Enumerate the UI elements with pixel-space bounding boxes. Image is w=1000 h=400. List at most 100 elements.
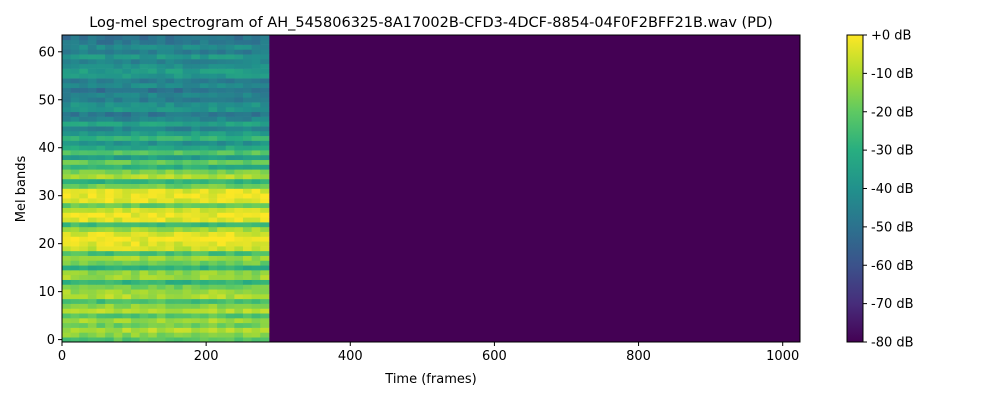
heatmap-cell <box>62 150 72 156</box>
heatmap-cell <box>199 97 210 103</box>
heatmap-cell <box>156 289 166 295</box>
heatmap-cell <box>70 332 80 338</box>
heatmap-cell <box>174 265 184 271</box>
heatmap-cell <box>242 198 253 204</box>
heatmap-cell <box>225 63 235 69</box>
heatmap-cell <box>199 284 210 290</box>
heatmap-cell <box>130 102 141 108</box>
heatmap-cell <box>96 255 106 261</box>
heatmap-cell <box>251 270 261 276</box>
heatmap-cell <box>79 150 89 156</box>
heatmap-cell <box>130 97 141 103</box>
heatmap-cell <box>62 49 72 55</box>
heatmap-cell <box>113 49 123 55</box>
heatmap-cell <box>217 279 227 285</box>
heatmap-cell <box>156 135 166 141</box>
heatmap-cell <box>242 68 253 74</box>
heatmap-cell <box>139 178 149 185</box>
heatmap-cell <box>199 126 210 132</box>
heatmap-cell <box>260 87 270 93</box>
heatmap-cell <box>130 35 141 41</box>
heatmap-cell <box>234 102 244 108</box>
heatmap-cell <box>96 35 106 41</box>
heatmap-cell <box>148 265 158 271</box>
heatmap-cell <box>165 193 175 199</box>
heatmap-cell <box>234 217 244 223</box>
heatmap-cell <box>122 260 132 266</box>
heatmap-cell <box>191 68 201 74</box>
heatmap-cell <box>87 226 97 232</box>
heatmap-cell <box>208 159 218 165</box>
heatmap-cell <box>139 298 149 304</box>
heatmap-cell <box>260 82 270 89</box>
heatmap-cell <box>234 241 244 247</box>
heatmap-cell <box>191 54 201 60</box>
heatmap-cell <box>96 58 106 65</box>
heatmap-cell <box>156 87 166 93</box>
heatmap-cell <box>79 217 89 223</box>
heatmap-cell <box>199 322 210 328</box>
heatmap-cell <box>105 145 115 151</box>
heatmap-cell <box>251 284 261 290</box>
heatmap-cell <box>70 121 80 127</box>
heatmap-cell <box>217 92 227 98</box>
heatmap-cell <box>87 73 97 79</box>
heatmap-cell <box>174 130 184 137</box>
heatmap-cell <box>79 58 89 65</box>
heatmap-cell <box>182 73 192 79</box>
heatmap-cell <box>62 212 72 218</box>
heatmap-cell <box>182 82 192 89</box>
heatmap-cell <box>113 265 123 271</box>
heatmap-cell <box>70 241 80 247</box>
heatmap-cell <box>242 140 253 146</box>
heatmap-cell <box>70 303 80 309</box>
heatmap-cell <box>217 178 227 185</box>
heatmap-cell <box>251 126 261 132</box>
heatmap-cell <box>251 183 261 189</box>
heatmap-cell <box>225 279 235 285</box>
heatmap-cell <box>191 250 201 256</box>
heatmap-cell <box>113 231 123 237</box>
heatmap-cell <box>105 255 115 261</box>
heatmap-cell <box>251 35 261 41</box>
heatmap-cell <box>260 44 270 50</box>
heatmap-cell <box>234 226 244 232</box>
heatmap-cell <box>156 217 166 223</box>
heatmap-cell <box>208 217 218 223</box>
heatmap-cell <box>191 183 201 189</box>
heatmap-cell <box>208 140 218 146</box>
heatmap-cell <box>174 73 184 79</box>
heatmap-cell <box>260 126 270 132</box>
heatmap-cell <box>139 121 149 127</box>
heatmap-cell <box>87 159 97 165</box>
heatmap-cell <box>113 169 123 175</box>
heatmap-cell <box>62 231 72 237</box>
heatmap-cell <box>105 130 115 137</box>
heatmap-cell <box>130 250 141 256</box>
heatmap-cell <box>148 217 158 223</box>
colorbar <box>846 34 864 343</box>
heatmap-cell <box>105 140 115 146</box>
heatmap-cell <box>260 250 270 256</box>
heatmap-cell <box>130 337 141 343</box>
heatmap-cell <box>113 279 123 285</box>
heatmap-cell <box>70 92 80 98</box>
heatmap-cell <box>174 82 184 89</box>
heatmap-cell <box>79 145 89 151</box>
heatmap-cell <box>251 274 261 280</box>
heatmap-cell <box>199 39 210 45</box>
heatmap-cell <box>79 241 89 247</box>
heatmap-cell <box>182 97 192 103</box>
heatmap-cell <box>70 327 80 333</box>
heatmap-cell <box>242 231 253 237</box>
heatmap-cell <box>225 255 235 261</box>
heatmap-cell <box>130 222 141 228</box>
heatmap-cell <box>217 332 227 338</box>
heatmap-cell <box>260 92 270 98</box>
heatmap-cell <box>87 207 97 213</box>
heatmap-cell <box>217 308 227 314</box>
heatmap-cell <box>174 313 184 319</box>
heatmap-cell <box>208 150 218 156</box>
heatmap-cell <box>122 116 132 122</box>
heatmap-cell <box>105 279 115 285</box>
